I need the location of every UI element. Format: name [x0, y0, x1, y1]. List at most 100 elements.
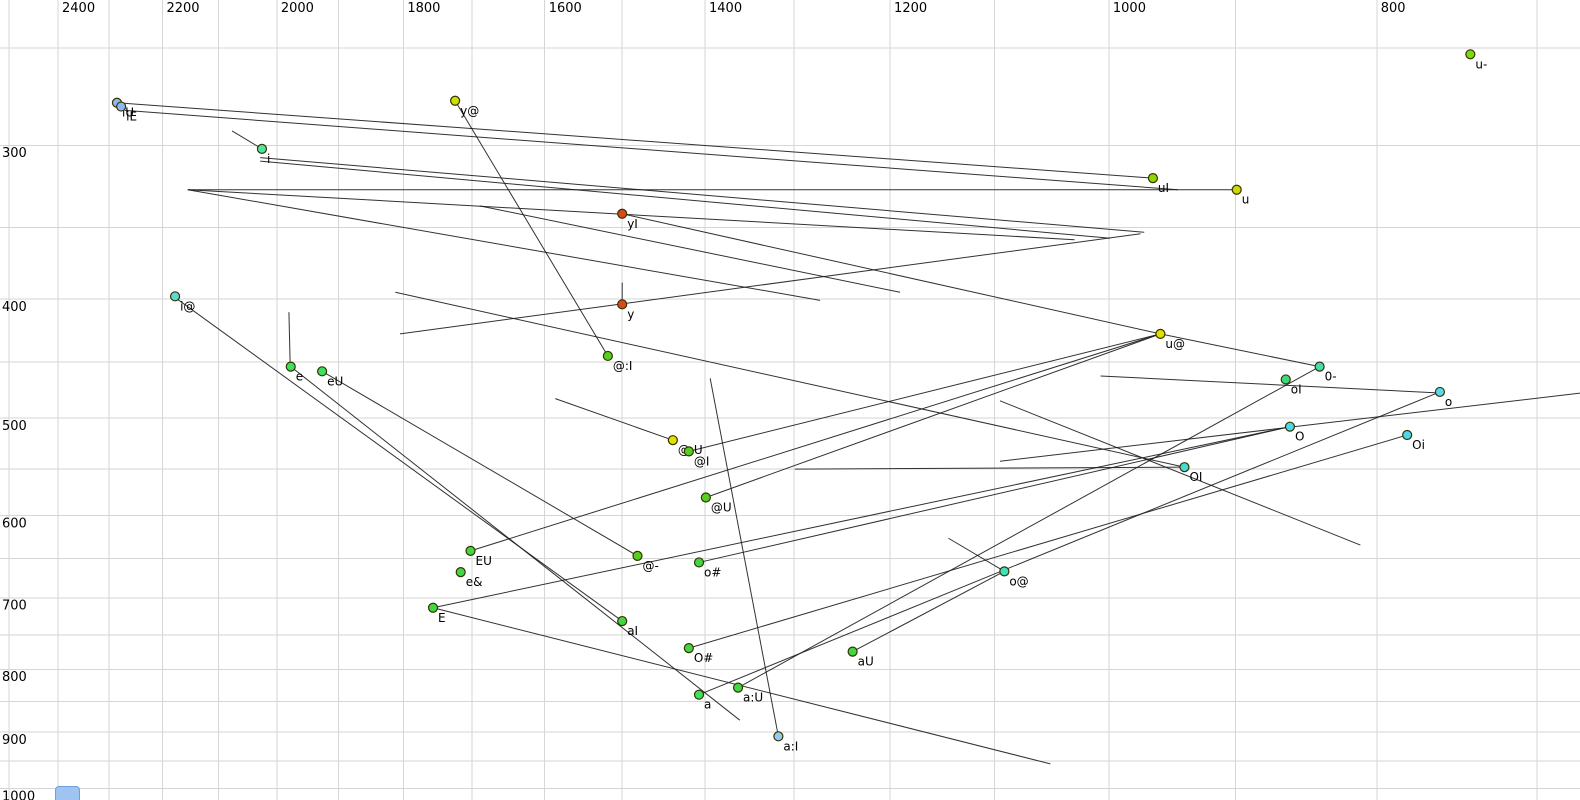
point-label: aI	[627, 624, 638, 638]
trajectory-line	[709, 378, 779, 737]
y-tick-label: 400	[2, 300, 27, 315]
trajectory-line	[698, 391, 1441, 696]
x-tick-label: 1200	[894, 1, 927, 16]
data-point	[693, 689, 705, 700]
point-label: a:U	[743, 691, 763, 705]
x-tick-label: 2400	[62, 1, 95, 16]
data-point	[693, 557, 705, 568]
data-point	[632, 550, 643, 561]
data-point	[999, 566, 1010, 577]
trajectory-line	[705, 333, 1161, 498]
point-label: E	[438, 611, 446, 625]
point-label: @U	[711, 500, 732, 514]
trajectory-line	[852, 570, 1005, 653]
trajectory-line	[395, 291, 1185, 468]
point-label: Oi	[1412, 438, 1425, 452]
data-point	[285, 361, 296, 372]
point-label: uI	[1158, 181, 1169, 195]
y-tick-label: 900	[2, 733, 27, 748]
trajectory-line	[622, 213, 1161, 335]
data-point	[455, 567, 466, 578]
data-point	[683, 446, 694, 457]
trajectory-line	[794, 466, 1185, 470]
point-label: @I	[694, 454, 710, 468]
trajectory-line	[688, 333, 1161, 452]
data-point	[667, 435, 678, 446]
point-label: aU	[858, 655, 874, 669]
trajectory-line	[688, 434, 1408, 649]
trajectory-line	[187, 189, 821, 301]
point-label: iE	[126, 110, 137, 124]
data-point	[602, 350, 613, 362]
x-tick-label: 800	[1381, 1, 1406, 16]
x-tick-label: 2200	[166, 1, 199, 16]
point-label: o@	[1009, 574, 1028, 588]
trajectory-line	[124, 109, 1179, 191]
data-point	[256, 143, 268, 154]
x-tick-label: 1800	[407, 1, 440, 16]
trajectory-line	[116, 102, 1153, 179]
x-tick-label: 1000	[1113, 1, 1146, 16]
trajectory-line	[399, 233, 1141, 335]
x-tick-label: 2000	[281, 1, 314, 16]
point-label: oI	[1291, 382, 1302, 396]
trajectory-line	[432, 426, 1291, 609]
x-tick-label: 1400	[709, 1, 742, 16]
data-point	[1155, 328, 1166, 339]
data-point	[617, 299, 628, 310]
data-point	[773, 731, 784, 742]
point-label: @-	[642, 559, 658, 573]
y-tick-label: 800	[2, 670, 27, 685]
point-label: 0-	[1325, 370, 1337, 384]
y-tick-label: 500	[2, 419, 27, 434]
trajectory-line	[737, 366, 1320, 689]
trajectory-line	[1160, 333, 1320, 368]
data-point	[617, 208, 628, 219]
data-point	[317, 366, 328, 377]
point-label: o#	[704, 565, 721, 579]
point-label: i@	[180, 299, 195, 313]
data-point	[1314, 361, 1325, 372]
trajectory-line	[698, 426, 1291, 563]
trajectory-line	[321, 370, 638, 557]
trajectory-line	[260, 160, 1111, 239]
data-point	[1465, 49, 1476, 60]
point-label: yI	[627, 217, 638, 231]
trajectory-line	[290, 366, 741, 721]
data-point	[169, 291, 181, 302]
point-label: u-	[1475, 57, 1487, 71]
data-point	[1179, 462, 1190, 473]
y-tick-label: 600	[2, 516, 27, 531]
point-label: a	[704, 698, 711, 712]
window-corner-artifact[interactable]	[55, 786, 80, 800]
point-label: y	[627, 307, 634, 321]
trajectory-line	[260, 157, 1145, 233]
point-label: u@	[1165, 337, 1185, 351]
point-label: y@	[460, 104, 479, 118]
point-label: e&	[466, 575, 483, 589]
data-point	[1434, 386, 1446, 398]
point-label: OI	[1189, 470, 1202, 484]
data-point	[1280, 374, 1291, 385]
trajectory-line	[187, 189, 1075, 241]
data-point	[732, 682, 744, 693]
point-label: a:I	[783, 739, 798, 753]
data-point	[617, 615, 628, 627]
data-point	[1284, 421, 1296, 432]
point-label: O	[1295, 430, 1304, 444]
data-point	[465, 545, 476, 557]
data-point	[847, 646, 858, 657]
data-point	[1402, 429, 1413, 441]
trajectory-line	[173, 295, 623, 622]
trajectory-line	[454, 100, 609, 357]
point-label: e	[296, 370, 303, 384]
point-label: i	[267, 152, 270, 166]
point-label: u	[1242, 193, 1250, 207]
trajectory-line	[470, 333, 1161, 552]
data-point	[450, 95, 461, 106]
y-tick-label: 1000	[2, 789, 35, 800]
trajectory-line	[948, 537, 1005, 572]
trajectory-line	[479, 205, 901, 293]
